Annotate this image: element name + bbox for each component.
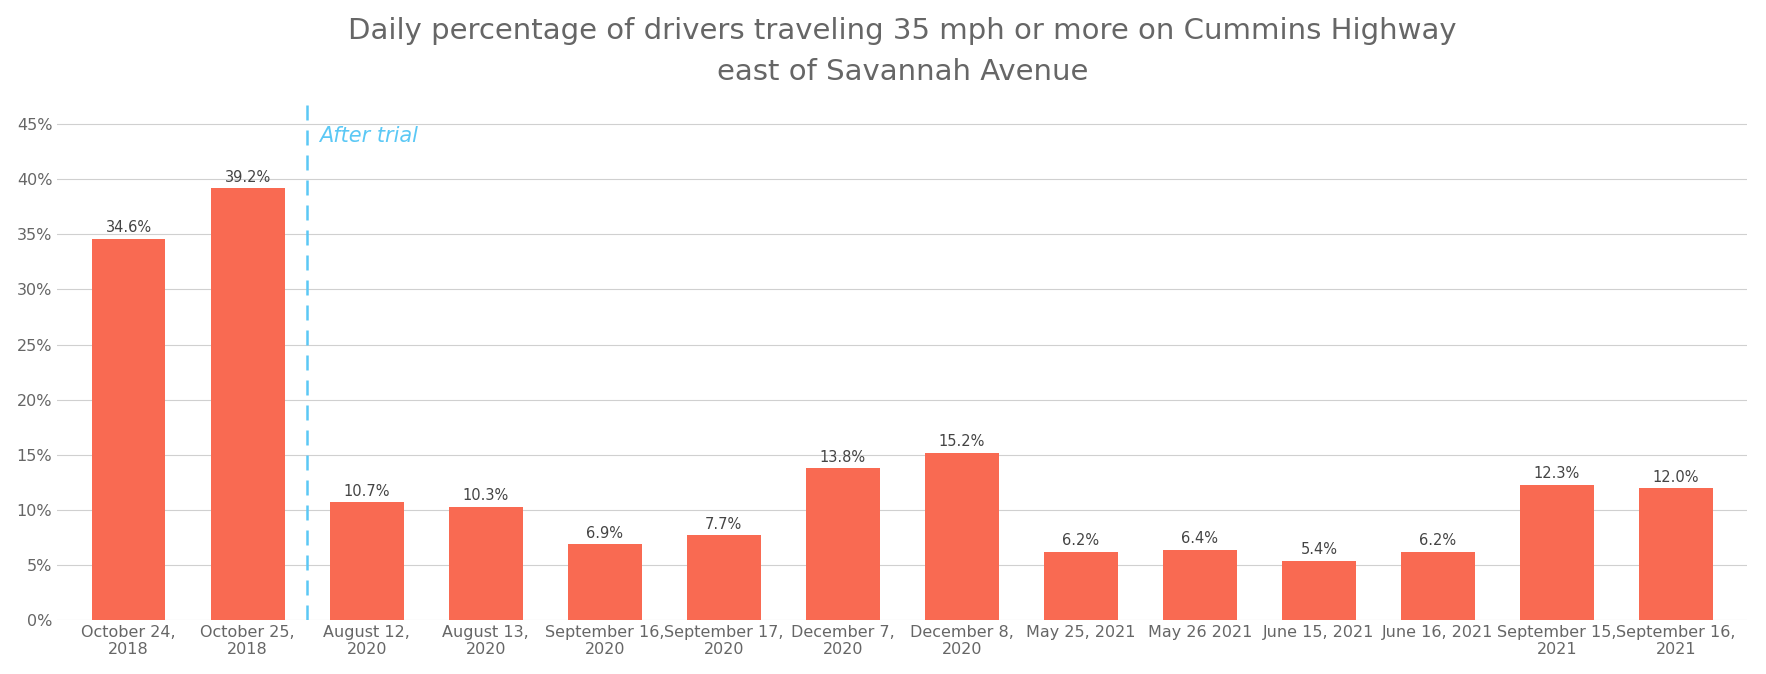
Bar	[210, 188, 284, 620]
Text: 10.3%: 10.3%	[463, 488, 509, 503]
Text: 13.8%: 13.8%	[819, 450, 865, 464]
Text: 12.3%: 12.3%	[1535, 466, 1581, 481]
Bar	[1521, 485, 1595, 620]
Text: 15.2%: 15.2%	[938, 434, 985, 450]
Bar	[330, 502, 404, 620]
Bar	[1639, 488, 1713, 620]
Bar	[449, 507, 523, 620]
Text: 10.7%: 10.7%	[343, 484, 390, 499]
Text: 6.2%: 6.2%	[1063, 533, 1100, 549]
Text: 6.9%: 6.9%	[586, 526, 623, 541]
Bar	[92, 239, 166, 620]
Text: 6.4%: 6.4%	[1181, 531, 1219, 546]
Text: 12.0%: 12.0%	[1653, 470, 1699, 485]
Bar	[1164, 549, 1236, 620]
Bar	[1282, 561, 1356, 620]
Text: 6.2%: 6.2%	[1420, 533, 1457, 549]
Bar	[569, 544, 641, 620]
Title: Daily percentage of drivers traveling 35 mph or more on Cummins Highway
east of : Daily percentage of drivers traveling 35…	[348, 17, 1457, 86]
Bar	[1044, 552, 1118, 620]
Text: 34.6%: 34.6%	[106, 220, 152, 235]
Bar	[925, 452, 1000, 620]
Bar	[805, 468, 879, 620]
Text: After trial: After trial	[320, 126, 419, 146]
Text: 39.2%: 39.2%	[224, 170, 270, 185]
Text: 7.7%: 7.7%	[705, 517, 742, 532]
Bar	[687, 535, 761, 620]
Text: 5.4%: 5.4%	[1300, 543, 1337, 557]
Bar	[1400, 552, 1475, 620]
